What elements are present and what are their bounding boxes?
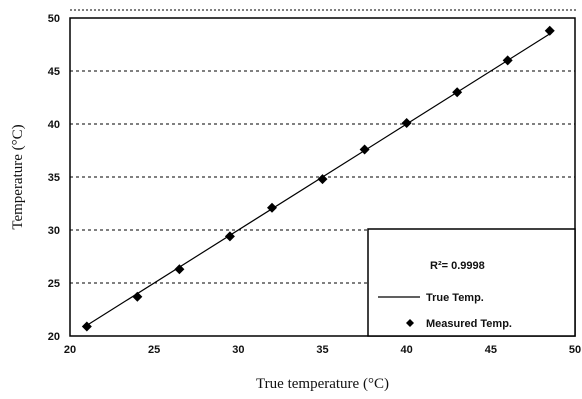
y-tick-label: 20 — [48, 331, 60, 343]
measured-temp-point — [544, 25, 555, 36]
y-tick-labels: 20 25 30 35 40 45 50 — [48, 13, 60, 343]
y-tick-label: 30 — [48, 225, 60, 237]
measured-temp-point — [81, 321, 92, 332]
x-tick-label: 50 — [569, 344, 581, 356]
y-axis-title: Temperature (°C) — [10, 124, 26, 229]
y-tick-label: 45 — [48, 66, 60, 78]
x-tick-label: 45 — [485, 344, 497, 356]
measured-temp-point — [317, 174, 328, 185]
r-squared-annotation: R²= 0.9998 — [430, 260, 485, 272]
y-tick-label: 40 — [48, 119, 60, 131]
y-tick-label: 25 — [48, 278, 60, 290]
y-tick-label: 50 — [48, 13, 60, 25]
series-layer — [81, 25, 555, 332]
legend-box — [367, 228, 576, 337]
measured-temp-point — [502, 55, 513, 66]
legend: R²= 0.9998 True Temp. Measured Temp. — [367, 228, 576, 337]
legend-true-temp-label: True Temp. — [426, 292, 484, 304]
measured-temp-point — [174, 264, 185, 275]
measured-temp-point — [401, 117, 412, 128]
measured-temp-point — [224, 231, 235, 242]
x-tick-label: 25 — [148, 344, 160, 356]
measured-temp-point — [452, 87, 463, 98]
measured-temp-point — [267, 202, 277, 213]
x-axis-title: True temperature (°C) — [256, 376, 389, 392]
legend-measured-temp-label: Measured Temp. — [426, 318, 512, 330]
x-tick-label: 40 — [401, 344, 413, 356]
legend-measured-temp-swatch — [406, 319, 414, 327]
y-tick-label: 35 — [48, 172, 60, 184]
x-tick-labels: 20 25 30 35 40 45 50 — [64, 344, 581, 356]
measured-temp-point — [359, 144, 370, 155]
plot-frame — [69, 17, 576, 337]
x-tick-label: 20 — [64, 344, 76, 356]
measured-temp-point — [132, 291, 143, 302]
x-tick-label: 30 — [232, 344, 244, 356]
x-tick-label: 35 — [316, 344, 328, 356]
